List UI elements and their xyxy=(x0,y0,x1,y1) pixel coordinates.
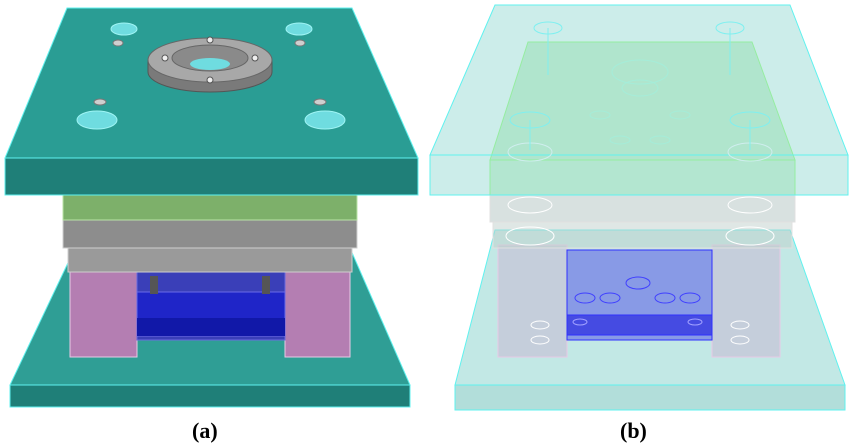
top-clamp-plate xyxy=(4,7,419,196)
ghost-ejector-plate xyxy=(566,249,713,341)
caption-a: (a) xyxy=(192,418,218,443)
ghost-top-plate xyxy=(429,4,849,196)
top-plate-holes xyxy=(76,22,346,130)
panel-b-transparent-mold xyxy=(429,4,849,411)
ghost-support-blocks xyxy=(497,244,781,358)
caption-b: (b) xyxy=(620,418,647,443)
gray-plates xyxy=(62,219,358,273)
locating-ring xyxy=(147,36,273,93)
panel-a-solid-mold xyxy=(4,7,419,408)
green-plate xyxy=(62,194,358,221)
ghost-green-plate xyxy=(489,41,796,196)
ejector-plate xyxy=(136,276,286,337)
ghost-gray-plates xyxy=(489,194,796,249)
